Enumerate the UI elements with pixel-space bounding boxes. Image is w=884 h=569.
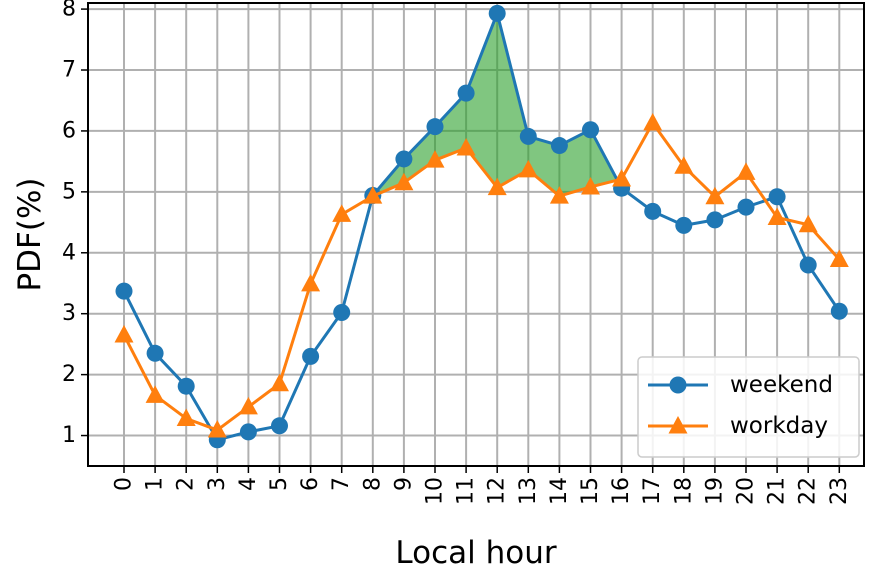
x-tick-label: 11 xyxy=(454,477,479,505)
x-tick-label: 8 xyxy=(360,477,385,491)
weekend-point xyxy=(768,188,786,206)
legend-label-workday: workday xyxy=(730,413,828,439)
weekend-point xyxy=(519,127,537,145)
workday-point xyxy=(114,325,134,343)
workday-point xyxy=(456,137,476,156)
weekend-point xyxy=(830,302,848,320)
weekend-point xyxy=(737,198,755,216)
legend-marker-workday xyxy=(668,416,688,434)
x-tick-label: 15 xyxy=(578,477,603,505)
workday-point xyxy=(425,150,445,168)
x-tick-label: 5 xyxy=(267,477,292,491)
x-tick-label: 12 xyxy=(485,477,510,505)
y-tick-label: 7 xyxy=(62,58,76,83)
weekend-point xyxy=(271,417,288,435)
x-tick-label: 19 xyxy=(702,477,727,505)
y-tick-label: 5 xyxy=(62,179,76,204)
workday-point xyxy=(674,156,694,174)
x-tick-label: 16 xyxy=(609,477,634,505)
x-tick-label: 7 xyxy=(329,477,354,491)
workday-point xyxy=(705,186,725,205)
legend: weekend workday xyxy=(637,356,860,458)
shaded-area-weekend-workday xyxy=(372,13,622,197)
y-tick-label: 2 xyxy=(62,362,76,387)
workday-point xyxy=(301,273,321,292)
workday-point xyxy=(238,396,258,415)
weekend-point xyxy=(799,256,817,274)
weekend-point xyxy=(675,216,693,234)
x-tick-label: 18 xyxy=(671,477,696,505)
legend-box xyxy=(637,356,860,458)
y-tick-label: 8 xyxy=(62,0,76,22)
workday-point xyxy=(829,249,849,267)
workday-point xyxy=(643,113,663,131)
x-tick-label: 23 xyxy=(827,477,852,505)
x-tick-label: 6 xyxy=(298,477,323,491)
workday-point xyxy=(363,186,383,204)
weekend-point xyxy=(302,347,320,365)
x-tick-label: 13 xyxy=(516,477,541,505)
workday-point xyxy=(581,176,600,195)
weekend-point xyxy=(177,377,195,395)
y-tick-label: 1 xyxy=(62,423,76,448)
weekend-point xyxy=(488,4,506,22)
weekend-point xyxy=(644,202,662,220)
weekend-point xyxy=(582,121,599,139)
x-tick-label: 14 xyxy=(547,477,572,505)
series-weekend xyxy=(115,4,848,449)
x-tick-label: 9 xyxy=(391,477,416,491)
x-tick-label: 21 xyxy=(765,477,790,505)
weekend-point xyxy=(706,211,724,229)
plot-frame xyxy=(87,2,865,467)
workday-point xyxy=(207,420,227,438)
weekend-point xyxy=(239,423,257,441)
series-lines xyxy=(114,4,849,449)
x-tick-label: 22 xyxy=(796,477,821,505)
workday-point xyxy=(612,169,632,187)
workday-point xyxy=(332,204,352,222)
weekend-point xyxy=(333,303,351,321)
weekend-point xyxy=(115,282,133,300)
y-tick-label: 4 xyxy=(62,240,76,265)
x-tick-label: 4 xyxy=(236,477,261,491)
workday-point xyxy=(394,172,414,191)
weekend-point xyxy=(457,84,475,102)
weekend-point xyxy=(395,150,413,168)
y-tick-label: 6 xyxy=(62,118,76,143)
legend-label-weekend: weekend xyxy=(730,372,833,398)
x-tick-label: 17 xyxy=(640,477,665,505)
workday-point xyxy=(487,177,507,196)
weekend-point xyxy=(426,118,444,136)
workday-point xyxy=(736,162,756,180)
weekend-point xyxy=(146,344,164,362)
x-tick-label: 0 xyxy=(112,477,137,491)
workday-point xyxy=(798,214,818,233)
workday-point xyxy=(549,186,569,204)
x-tick-label: 20 xyxy=(734,477,759,505)
weekend-point xyxy=(550,137,568,155)
workday-point xyxy=(518,159,538,178)
series-workday xyxy=(114,113,849,438)
legend-marker-weekend xyxy=(669,376,687,394)
workday-point xyxy=(145,385,165,403)
workday-point xyxy=(176,408,196,426)
x-tick-label: 10 xyxy=(423,477,448,505)
workday-point xyxy=(270,373,289,392)
y-axis-title: PDF(%) xyxy=(12,177,48,291)
x-tick-label: 1 xyxy=(143,477,168,491)
workday-point xyxy=(767,207,787,225)
axis-ticks: 0 1 2 3 4 5 6 7 8 9 10 11 12 13 14 15 16 17 18 19 20 21 22 2312… xyxy=(62,0,852,505)
x-axis-title: Local hour xyxy=(395,535,556,569)
x-tick-label: 2 xyxy=(174,477,199,491)
y-tick-label: 3 xyxy=(62,301,76,326)
x-tick-label: 3 xyxy=(205,477,230,491)
